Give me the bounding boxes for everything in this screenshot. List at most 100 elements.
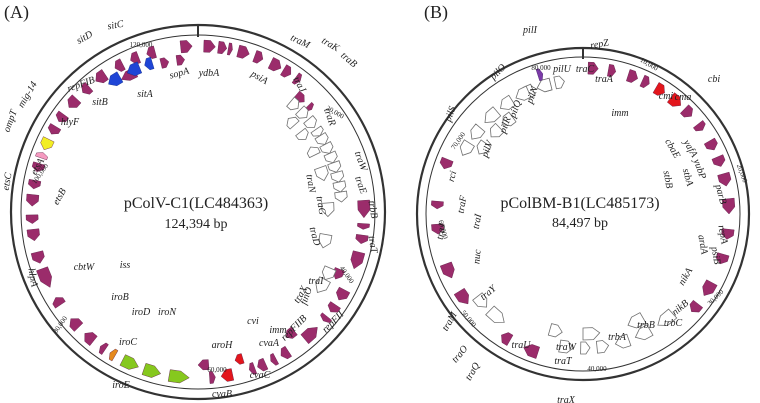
gene-label-iroC: iroC bbox=[119, 337, 137, 348]
gene-label-pilU: pilU bbox=[552, 64, 572, 75]
gene-arrow bbox=[336, 286, 351, 301]
position-tick: 10,000 bbox=[639, 56, 660, 73]
gene-arrow bbox=[280, 64, 291, 78]
gene-arrow-tra bbox=[558, 339, 575, 354]
gene-arrow bbox=[81, 81, 94, 95]
gene-arrow-tra bbox=[476, 139, 492, 155]
panel-label-b: (B) bbox=[424, 2, 448, 23]
gene-arrow bbox=[249, 362, 258, 375]
gene-arrow bbox=[217, 41, 228, 55]
position-tick: 120,000 bbox=[130, 41, 153, 49]
gene-arrow-tra bbox=[295, 105, 309, 119]
gene-arrow bbox=[252, 50, 264, 64]
gene-label-ompT: ompT bbox=[2, 107, 21, 134]
gene-arrow bbox=[26, 228, 40, 242]
gene-arrow bbox=[55, 110, 69, 122]
gene-label-iss: iss bbox=[120, 260, 131, 271]
gene-label-cbaE: cbaE bbox=[662, 137, 682, 160]
gene-label-pilR: pilR bbox=[497, 115, 513, 135]
gene-arrow bbox=[357, 199, 371, 219]
gene-arrow-tra bbox=[502, 111, 517, 127]
gene-label-mig-14: mig-14 bbox=[16, 80, 40, 110]
gene-label-traC: traC bbox=[576, 64, 595, 75]
gene-arrow bbox=[285, 326, 298, 339]
gene-arrow bbox=[439, 261, 455, 279]
plasmid-size-a: 124,394 bp bbox=[165, 217, 228, 232]
gene-arrow bbox=[320, 312, 332, 324]
gene-label-traW: traW bbox=[352, 150, 370, 174]
gene-label-aroH: aroH bbox=[212, 340, 234, 351]
gene-label-pilS: pilS bbox=[442, 105, 458, 124]
gene-arrow-tra bbox=[321, 265, 337, 281]
gene-arrow bbox=[25, 214, 39, 224]
gene-arrow-tra bbox=[332, 180, 347, 193]
gene-label-psiB: psiB bbox=[708, 245, 722, 265]
gene-label-sitA: sitA bbox=[137, 89, 153, 100]
gene-label-iroB: iroB bbox=[111, 292, 128, 303]
position-tick: 50,000 bbox=[459, 309, 478, 329]
gene-label-rci: rci bbox=[446, 170, 459, 183]
gene-label-traG: traG bbox=[313, 195, 327, 216]
gene-arrow-sit bbox=[144, 56, 155, 71]
gene-arrow bbox=[626, 69, 638, 83]
gene-label-psiA: psiA bbox=[248, 68, 271, 87]
gene-label-cvaA: cvaA bbox=[259, 338, 280, 349]
gene-label-hlyF: hlyF bbox=[61, 117, 80, 128]
gene-arrow bbox=[257, 357, 269, 372]
gene-arrow bbox=[197, 359, 210, 371]
gene-label-iroE: iroE bbox=[112, 380, 129, 391]
gene-arrow-tra bbox=[472, 292, 488, 308]
gene-label-imm: imm bbox=[269, 325, 286, 336]
gene-arrow bbox=[175, 54, 185, 66]
gene-label-traO: traO bbox=[450, 344, 471, 366]
gene-arrow bbox=[357, 222, 370, 230]
gene-label-traT: traT bbox=[554, 356, 573, 367]
gene-arrow-tra bbox=[318, 233, 333, 249]
gene-arrow bbox=[30, 250, 45, 264]
gene-label-cbi: cbi bbox=[708, 74, 720, 85]
gene-arrow bbox=[220, 368, 235, 382]
gene-label-trbB: trbB bbox=[637, 320, 655, 331]
gene-arrow bbox=[715, 252, 730, 265]
gene-label-cbtW: cbtW bbox=[74, 262, 96, 273]
gene-arrow bbox=[689, 299, 704, 313]
gene-arrow bbox=[234, 353, 245, 365]
gene-arrow bbox=[439, 156, 454, 170]
gene-arrow bbox=[35, 152, 48, 161]
gene-label-ydbA: ydbA bbox=[198, 68, 220, 79]
gene-arrow-tra bbox=[657, 308, 678, 326]
gene-label-nikA: nikA bbox=[676, 265, 695, 287]
gene-arrow-tra bbox=[536, 77, 553, 93]
gene-arrow-tra bbox=[595, 340, 610, 354]
gene-arrow-tra bbox=[547, 323, 563, 338]
gene-arrow bbox=[453, 287, 469, 305]
gene-arrow-tra bbox=[582, 327, 601, 341]
gene-label-ardA: ardA bbox=[695, 234, 709, 256]
gene-label-traF: traF bbox=[456, 194, 470, 214]
gene-arrow-tra bbox=[286, 116, 300, 130]
gene-arrow bbox=[159, 57, 170, 69]
gene-arrow bbox=[523, 344, 540, 359]
gene-label-trbB: trbB bbox=[366, 200, 380, 219]
gene-label-sopA: sopA bbox=[168, 65, 191, 81]
gene-arrow bbox=[114, 58, 126, 72]
gene-label-traT: traT bbox=[366, 235, 380, 255]
gene-arrow-sit bbox=[108, 71, 124, 87]
gene-arrow-tra bbox=[323, 150, 338, 164]
gene-arrow bbox=[721, 228, 735, 240]
gene-arrow bbox=[69, 318, 84, 332]
gene-arrow bbox=[639, 74, 650, 89]
gene-arrow bbox=[267, 57, 282, 72]
gene-label-cma: cma bbox=[675, 92, 692, 103]
gene-arrow bbox=[31, 161, 46, 173]
gene-arrow-tra bbox=[295, 127, 309, 140]
gene-label-stbA: stbA bbox=[680, 167, 695, 188]
gene-arrow bbox=[108, 348, 119, 362]
gene-label-traJ: traJ bbox=[435, 222, 449, 240]
gene-label-sitC: sitC bbox=[107, 19, 125, 33]
gene-arrow bbox=[711, 154, 726, 167]
gene-label-cvaB: cvaB bbox=[212, 389, 232, 400]
gene-label-etsC: etsC bbox=[1, 172, 15, 192]
gene-arrow-tra bbox=[627, 312, 647, 329]
gene-arrow bbox=[300, 327, 318, 345]
